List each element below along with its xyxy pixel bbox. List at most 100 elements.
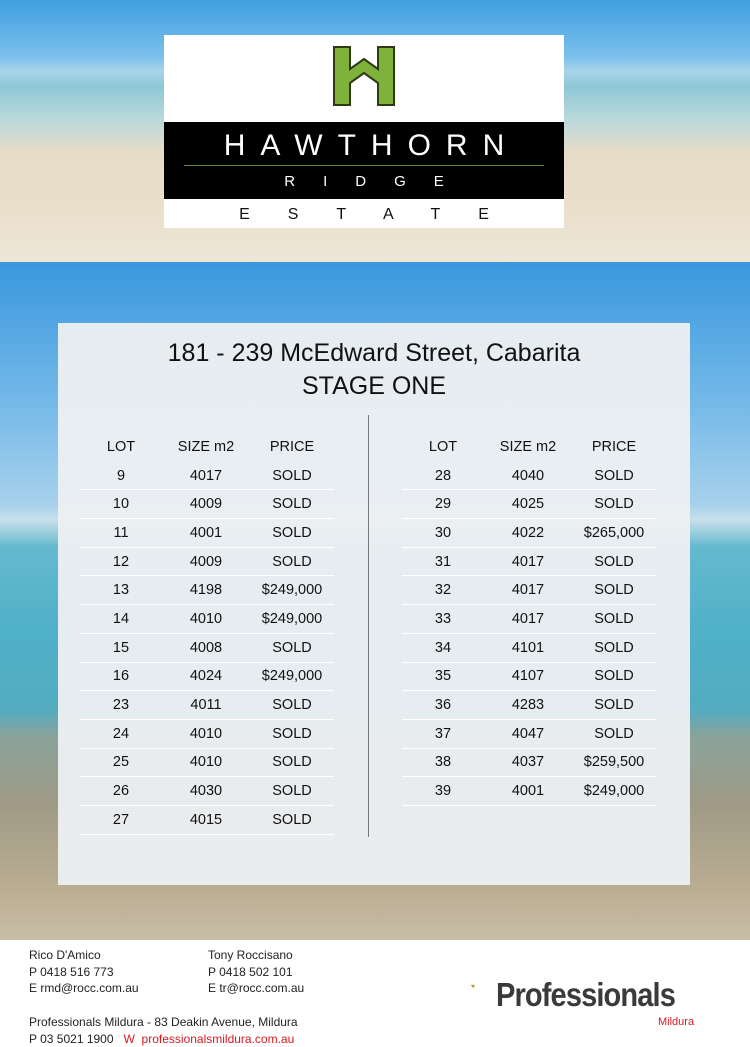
- lot-table-right: LOT SIZE m2 PRICE 28 4040 SOLD 29 4025 SOLD 30 402…: [402, 433, 656, 806]
- agent-name: Tony Roccisano: [208, 948, 293, 962]
- agent-phone[interactable]: P 0418 502 101: [208, 964, 293, 979]
- address: 181 - 239 McEdward Street, Cabarita: [167, 339, 581, 367]
- size-cell: 4025: [511, 496, 545, 513]
- price-cell: SOLD: [594, 697, 634, 714]
- size-cell: 4001: [511, 783, 545, 800]
- lot-cell: 15: [112, 639, 130, 656]
- lot-cell: 11: [113, 524, 129, 541]
- price-list-card: 181 - 239 McEdward Street, Cabarita STAG…: [58, 323, 690, 885]
- size-cell: 4024: [189, 668, 223, 685]
- size-cell: 4030: [189, 783, 223, 800]
- table-row: 30 4022 $265,000: [402, 519, 656, 548]
- website-link[interactable]: professionalsmildura.com.au: [141, 1031, 295, 1046]
- size-cell: SIZE m2: [499, 439, 557, 456]
- table-row: 28 4040 SOLD: [402, 462, 656, 491]
- lot-cell: 39: [434, 783, 452, 800]
- stage: STAGE ONE: [301, 372, 446, 400]
- table-row: 33 4017 SOLD: [402, 605, 656, 634]
- lot-cell: 26: [112, 783, 130, 800]
- lot-cell: 35: [434, 668, 452, 685]
- size-cell: 4198: [189, 582, 223, 599]
- office-phone[interactable]: P 03 5021 1900: [29, 1031, 114, 1046]
- lot-cell: 31: [434, 553, 452, 570]
- table-row: 25 4010 SOLD: [80, 749, 334, 778]
- table-row: 13 4198 $249,000: [80, 576, 334, 606]
- agent-tony: Tony Roccisano P 0418 502 101 E tr@rocc.…: [208, 947, 304, 997]
- size-cell: 4010: [189, 725, 223, 742]
- table-row: 32 4017 SOLD: [402, 576, 656, 606]
- size-cell: 4001: [189, 524, 223, 541]
- table-row: 23 4011 SOLD: [80, 691, 334, 720]
- lot-cell: 28: [434, 467, 452, 484]
- professionals-brand: Professionals: [496, 976, 676, 1013]
- price-cell: SOLD: [272, 811, 312, 828]
- price-cell: PRICE: [591, 439, 637, 456]
- professionals-mildura: Mildura: [658, 1016, 695, 1028]
- h-house-icon: [333, 46, 395, 106]
- size-cell: 4009: [189, 553, 223, 570]
- agent-rico: Rico D'Amico P 0418 516 773 E rmd@rocc.c…: [29, 947, 139, 997]
- table-row: 35 4107 SOLD: [402, 663, 656, 692]
- price-cell: SOLD: [272, 467, 312, 484]
- price-cell: SOLD: [272, 697, 312, 714]
- footer: Rico D'Amico P 0418 516 773 E rmd@rocc.c…: [0, 940, 750, 1047]
- price-cell: $249,000: [261, 582, 323, 599]
- table-row: 38 4037 $259,500: [402, 749, 656, 778]
- table-row: 11 4001 SOLD: [80, 519, 334, 548]
- lot-cell: 16: [112, 668, 130, 685]
- agent-phone[interactable]: P 0418 516 773: [29, 964, 114, 979]
- table-row: 36 4283 SOLD: [402, 691, 656, 720]
- lot-cell: 29: [434, 496, 452, 513]
- price-cell: SOLD: [272, 725, 312, 742]
- office-info: Professionals Mildura - 83 Deakin Avenue…: [29, 1014, 298, 1047]
- logo-band: [164, 122, 564, 199]
- price-cell: SOLD: [272, 783, 312, 800]
- lot-cell: 33: [434, 610, 452, 627]
- lot-cell: 14: [112, 610, 130, 627]
- size-cell: 4011: [190, 697, 222, 714]
- agent-email[interactable]: E tr@rocc.com.au: [208, 981, 305, 995]
- table-row: 10 4009 SOLD: [80, 490, 334, 520]
- price-cell: SOLD: [272, 639, 312, 656]
- size-cell: 4010: [189, 754, 223, 771]
- lot-table-left: LOT SIZE m2 PRICE 9 4017 SOLD 10 4009 SOLD 11 4001…: [80, 433, 334, 835]
- lot-cell: 12: [112, 553, 130, 570]
- size-cell: 4008: [189, 639, 223, 656]
- table-row: 34 4101 SOLD: [402, 634, 656, 663]
- lot-cell: LOT: [106, 439, 136, 456]
- lot-cell: 34: [434, 639, 452, 656]
- lot-cell: LOT: [428, 439, 458, 456]
- lot-cell: 30: [434, 524, 452, 541]
- table-row: 29 4025 SOLD: [402, 490, 656, 520]
- table-row: 9 4017 SOLD: [80, 462, 334, 491]
- price-cell: $259,500: [583, 754, 645, 771]
- lot-cell: 9: [116, 467, 126, 484]
- table-row: 27 4015 SOLD: [80, 806, 334, 835]
- logo-hawthorn: HAWTHORN: [223, 129, 520, 162]
- price-cell: SOLD: [272, 524, 312, 541]
- lot-cell: 10: [112, 496, 130, 513]
- table-row: 16 4024 $249,000: [80, 663, 334, 692]
- lot-cell: 23: [112, 697, 130, 714]
- lot-cell: 32: [434, 582, 452, 599]
- lot-cell: 25: [112, 754, 130, 771]
- lot-cell: 37: [434, 725, 452, 742]
- price-cell: SOLD: [594, 553, 634, 570]
- web-label: W: [123, 1031, 135, 1046]
- logo-estate: ESTATE: [239, 206, 527, 223]
- size-cell: 4283: [511, 697, 545, 714]
- table-row: 31 4017 SOLD: [402, 548, 656, 577]
- lot-cell: 36: [434, 697, 452, 714]
- size-cell: 4107: [511, 668, 545, 685]
- size-cell: 4010: [189, 610, 223, 627]
- price-cell: $265,000: [583, 524, 645, 541]
- logo-ridge: RIDGE: [284, 173, 472, 190]
- table-row: 24 4010 SOLD: [80, 720, 334, 749]
- size-cell: 4009: [189, 496, 223, 513]
- price-cell: SOLD: [594, 467, 634, 484]
- lot-cell: 13: [112, 582, 130, 599]
- price-cell: SOLD: [594, 582, 634, 599]
- agent-email[interactable]: E rmd@rocc.com.au: [29, 981, 139, 995]
- price-cell: $249,000: [261, 668, 323, 685]
- size-cell: 4017: [511, 582, 545, 599]
